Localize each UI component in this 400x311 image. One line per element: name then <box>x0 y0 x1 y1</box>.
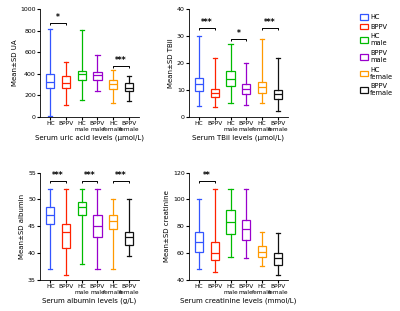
Text: ***: *** <box>52 171 64 180</box>
Y-axis label: Mean±SD TBil: Mean±SD TBil <box>168 38 174 88</box>
Legend: HC, BPPV, HC
male, BPPV
male, HC
female, BPPV
female: HC, BPPV, HC male, BPPV male, HC female,… <box>358 13 395 98</box>
PathPatch shape <box>226 210 235 234</box>
PathPatch shape <box>46 74 54 88</box>
PathPatch shape <box>125 83 133 91</box>
PathPatch shape <box>78 202 86 216</box>
PathPatch shape <box>258 82 266 93</box>
PathPatch shape <box>195 232 203 252</box>
Text: ***: *** <box>84 171 96 180</box>
PathPatch shape <box>242 220 250 240</box>
PathPatch shape <box>78 71 86 80</box>
PathPatch shape <box>211 89 219 97</box>
Text: ***: *** <box>115 56 127 65</box>
PathPatch shape <box>62 224 70 248</box>
PathPatch shape <box>274 90 282 99</box>
PathPatch shape <box>211 242 219 260</box>
PathPatch shape <box>274 253 282 265</box>
Text: **: ** <box>203 171 211 180</box>
PathPatch shape <box>242 85 250 94</box>
X-axis label: Serum TBil levels (μmol/L): Serum TBil levels (μmol/L) <box>192 134 284 141</box>
PathPatch shape <box>258 246 266 257</box>
Text: *: * <box>236 29 240 38</box>
PathPatch shape <box>109 216 117 229</box>
Text: *: * <box>56 13 60 22</box>
Text: ***: *** <box>201 18 213 27</box>
Y-axis label: Mean±SD creatinine: Mean±SD creatinine <box>164 190 170 262</box>
X-axis label: Serum creatinine levels (mmol/L): Serum creatinine levels (mmol/L) <box>180 298 296 304</box>
PathPatch shape <box>93 216 102 237</box>
Text: ***: *** <box>115 171 127 180</box>
Y-axis label: Mean±SD albumin: Mean±SD albumin <box>19 194 25 259</box>
X-axis label: Serum uric acid levels (μmol/L): Serum uric acid levels (μmol/L) <box>35 134 144 141</box>
PathPatch shape <box>125 232 133 245</box>
PathPatch shape <box>226 71 235 86</box>
X-axis label: Serum albumin levels (g/L): Serum albumin levels (g/L) <box>42 298 137 304</box>
PathPatch shape <box>46 207 54 224</box>
Text: ***: *** <box>264 18 276 27</box>
PathPatch shape <box>62 77 70 88</box>
Y-axis label: Mean±SD UA: Mean±SD UA <box>12 40 18 86</box>
PathPatch shape <box>195 78 203 91</box>
PathPatch shape <box>93 72 102 80</box>
PathPatch shape <box>109 80 117 89</box>
